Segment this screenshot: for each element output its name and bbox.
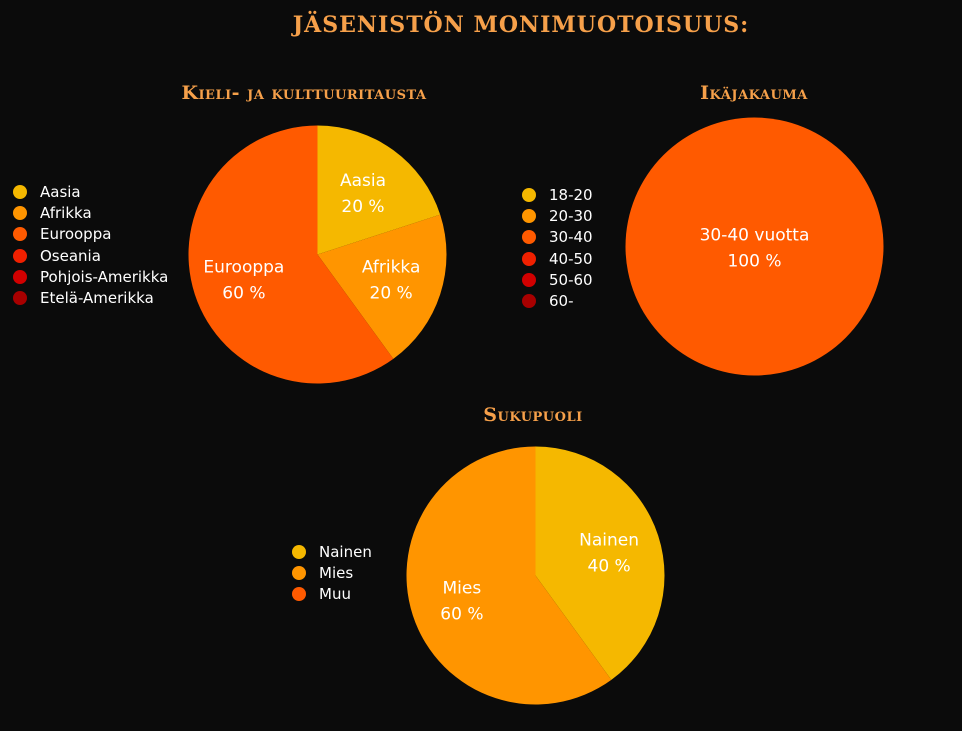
legend-label: Pohjois-Amerikka xyxy=(40,267,169,286)
legend-item: 20-30 xyxy=(522,205,593,226)
legend-swatch xyxy=(522,208,536,223)
legend-swatch xyxy=(13,291,27,306)
data-label-nainen: Nainen 40 % xyxy=(579,531,639,577)
data-label-name: Mies xyxy=(443,578,482,598)
data-label-aasia: Aasia 20 % xyxy=(340,171,386,217)
pie-chart-gender: Nainen 40 % Mies 60 % xyxy=(406,446,665,705)
pie-slice-30-40 xyxy=(625,117,884,376)
pie-slice-afrikka xyxy=(317,214,447,359)
legend-label: Muu xyxy=(319,585,351,604)
legend-swatch xyxy=(13,248,27,263)
pie-chart-language: Aasia 20 % Afrikka 20 % Eurooppa 60 % xyxy=(188,125,447,384)
legend-item: 40-50 xyxy=(522,248,593,269)
data-label-30-40: 30-40 vuotta 100 % xyxy=(700,226,810,272)
pie-chart-age: 30-40 vuotta 100 % xyxy=(625,117,884,376)
legend-label: Nainen xyxy=(319,542,372,561)
legend-item: Oseania xyxy=(13,245,168,266)
legend-swatch xyxy=(522,272,536,287)
chart-title-gender: Sukupuoli xyxy=(483,404,583,426)
data-label-name: Aasia xyxy=(340,171,386,191)
legend-swatch xyxy=(13,205,27,220)
legend-label: Aasia xyxy=(40,182,81,201)
legend-label: Afrikka xyxy=(40,203,92,222)
data-label-value: 40 % xyxy=(588,557,631,577)
legend-label: Eurooppa xyxy=(40,225,112,244)
data-label-value: 20 % xyxy=(370,283,413,303)
chart-title-language: Kieli- ja kulttuuritausta xyxy=(181,82,427,104)
legend-language: Aasia Afrikka Eurooppa Oseania Pohjois-A… xyxy=(13,181,168,309)
legend-item: Afrikka xyxy=(13,202,168,223)
legend-swatch xyxy=(292,587,306,602)
data-label-value: 60 % xyxy=(222,283,265,303)
data-label-value: 60 % xyxy=(440,604,483,624)
legend-label: 60- xyxy=(549,292,574,311)
data-label-value: 100 % xyxy=(727,252,781,272)
legend-swatch xyxy=(522,187,536,202)
page-title: JÄSENISTÖN MONIMUOTOISUUS: xyxy=(292,12,750,38)
legend-item: Pohjois-Amerikka xyxy=(13,266,168,287)
legend-label: 20-30 xyxy=(549,206,593,225)
legend-item: Eurooppa xyxy=(13,224,168,245)
data-label-name: Nainen xyxy=(579,531,639,551)
legend-item: Muu xyxy=(292,584,372,605)
legend-label: 18-20 xyxy=(549,185,593,204)
legend-age: 18-20 20-30 30-40 40-50 50-60 60- xyxy=(522,184,593,312)
data-label-value: 20 % xyxy=(341,197,384,217)
legend-item: Mies xyxy=(292,562,372,583)
data-label-name: Afrikka xyxy=(362,257,421,277)
legend-swatch xyxy=(522,251,536,266)
legend-item: 60- xyxy=(522,290,593,311)
pie-slice-mies xyxy=(406,446,612,705)
data-label-afrikka: Afrikka 20 % xyxy=(362,257,421,303)
pie-slice-nainen xyxy=(535,446,665,680)
data-label-name: 30-40 vuotta xyxy=(700,226,810,246)
legend-item: Etelä-Amerikka xyxy=(13,287,168,308)
legend-swatch xyxy=(13,227,27,242)
legend-swatch xyxy=(292,544,306,559)
legend-label: 40-50 xyxy=(549,249,593,268)
data-label-mies: Mies 60 % xyxy=(440,578,483,624)
legend-swatch xyxy=(522,294,536,309)
legend-gender: Nainen Mies Muu xyxy=(292,541,372,605)
data-label-name: Eurooppa xyxy=(203,257,284,277)
legend-swatch xyxy=(13,269,27,284)
chart-title-age: Ikäjakauma xyxy=(700,82,808,104)
pie-slice-aasia xyxy=(317,125,441,255)
legend-item: Aasia xyxy=(13,181,168,202)
legend-label: 50-60 xyxy=(549,270,593,289)
legend-item: 50-60 xyxy=(522,269,593,290)
data-label-eurooppa: Eurooppa 60 % xyxy=(203,257,284,303)
legend-swatch xyxy=(13,184,27,199)
legend-label: Oseania xyxy=(40,246,101,265)
legend-swatch xyxy=(522,230,536,245)
legend-item: 30-40 xyxy=(522,227,593,248)
legend-swatch xyxy=(292,565,306,580)
legend-label: 30-40 xyxy=(549,228,593,247)
pie-slice-eurooppa xyxy=(188,125,394,384)
legend-label: Etelä-Amerikka xyxy=(40,289,154,308)
legend-item: Nainen xyxy=(292,541,372,562)
legend-item: 18-20 xyxy=(522,184,593,205)
legend-label: Mies xyxy=(319,563,354,582)
